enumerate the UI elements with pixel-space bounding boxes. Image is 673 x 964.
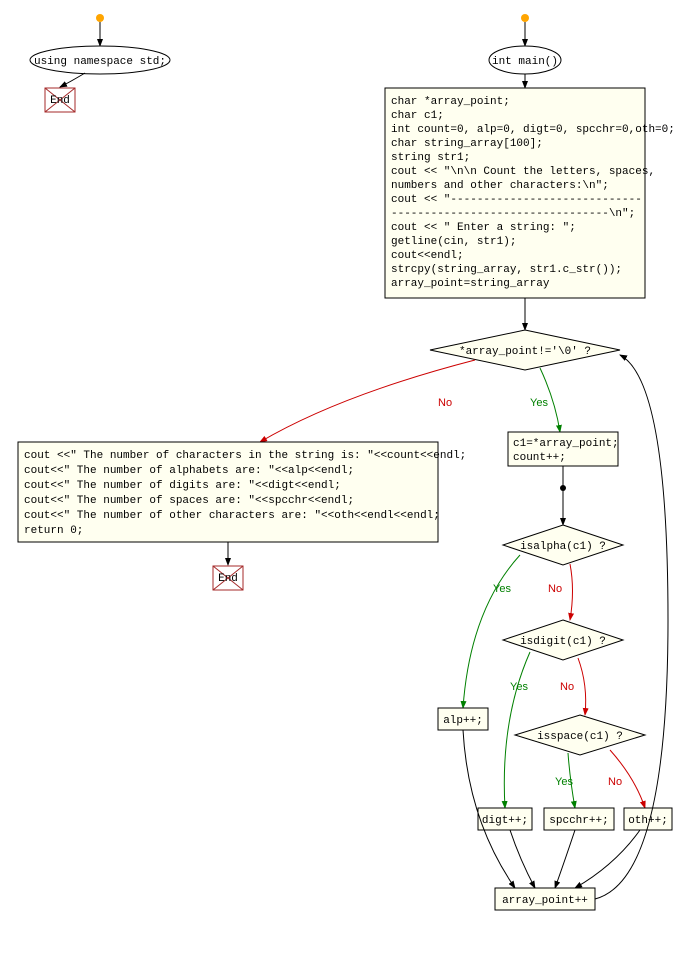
arr-inc-text: array_point++ <box>502 895 588 907</box>
label-yes-4: Yes <box>555 776 573 788</box>
decl-line: cout<<endl; <box>391 250 464 262</box>
decl-line: array_point=string_array <box>391 278 550 290</box>
junction-dot-1 <box>560 485 566 491</box>
edge-digt-arr <box>510 830 535 888</box>
alp-inc-text: alp++; <box>443 715 483 727</box>
decl-line: char string_array[100]; <box>391 138 543 150</box>
node-out-end: End <box>213 566 243 590</box>
edge-alpha-no <box>570 564 573 620</box>
assign-c1-l1: c1=*array_point; <box>513 438 619 450</box>
out-line: return 0; <box>24 525 83 537</box>
decl-line: strcpy(string_array, str1.c_str()); <box>391 264 622 276</box>
ns-end-label: End <box>50 95 70 107</box>
out-line: cout <<" The number of characters in the… <box>24 450 466 462</box>
decl-line: int count=0, alp=0, digt=0, spcchr=0,oth… <box>391 124 673 136</box>
edge-oth-arr <box>575 830 640 888</box>
ns-box-text: using namespace std; <box>34 56 166 68</box>
edge-spc-arr <box>555 830 575 888</box>
out-line: cout<<" The number of spaces are: "<<spc… <box>24 495 354 507</box>
node-ns-end: End <box>45 88 75 112</box>
spc-inc-text: spcchr++; <box>549 815 608 827</box>
cond-space-text: isspace(c1) ? <box>537 731 623 743</box>
out-line: cout<<" The number of alphabets are: "<<… <box>24 465 354 477</box>
digt-inc-text: digt++; <box>482 815 528 827</box>
label-no-1: No <box>438 397 452 409</box>
flowchart-canvas: using namespace std; End int main() char… <box>0 0 673 964</box>
decl-line: getline(cin, str1); <box>391 236 516 248</box>
decl-line: char *array_point; <box>391 96 510 108</box>
main-box-text: int main() <box>492 56 558 68</box>
decl-line: numbers and other characters:\n"; <box>391 180 609 192</box>
cond-null-text: *array_point!='\0' ? <box>459 346 591 358</box>
cond-alpha-text: isalpha(c1) ? <box>520 541 606 553</box>
edge-ns-end <box>60 73 85 87</box>
edge-digit-no <box>578 658 586 715</box>
decl-line: cout << "\n\n Count the letters, spaces, <box>391 166 655 178</box>
cond-digit-text: isdigit(c1) ? <box>520 636 606 648</box>
out-end-label: End <box>218 573 238 585</box>
entry-dot-main <box>521 14 529 22</box>
edge-digit-yes <box>504 652 530 808</box>
out-line: cout<<" The number of digits are: "<<dig… <box>24 480 341 492</box>
out-line: cout<<" The number of other characters a… <box>24 510 440 522</box>
label-yes-1: Yes <box>530 397 548 409</box>
label-no-4: No <box>608 776 622 788</box>
decl-line: ---------------------------------\n"; <box>391 208 635 220</box>
decl-line: cout << "----------------------------- <box>391 194 642 206</box>
entry-dot-ns <box>96 14 104 22</box>
label-yes-3: Yes <box>510 681 528 693</box>
decl-line: cout << " Enter a string: "; <box>391 222 576 234</box>
label-no-2: No <box>548 583 562 595</box>
decl-line: string str1; <box>391 152 470 164</box>
label-yes-2: Yes <box>493 583 511 595</box>
label-no-3: No <box>560 681 574 693</box>
assign-c1-l2: count++; <box>513 452 566 464</box>
decl-line: char c1; <box>391 110 444 122</box>
